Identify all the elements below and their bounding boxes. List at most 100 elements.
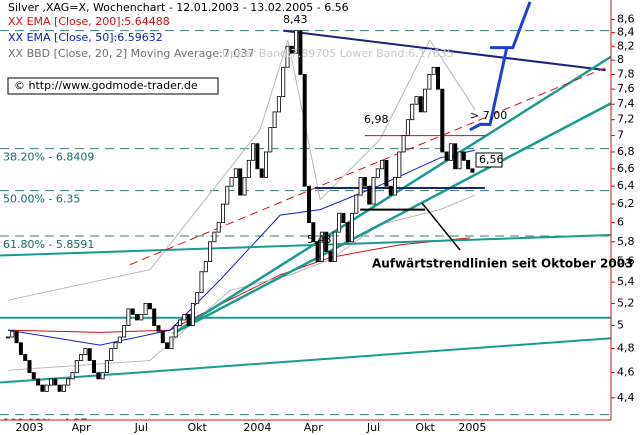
y-tick-label: 8,6 — [617, 12, 635, 25]
candle-body — [87, 348, 92, 361]
y-tick-label: 5,2 — [617, 296, 635, 309]
candle-body — [431, 66, 436, 75]
indicator-line — [7, 237, 470, 333]
y-tick-label: 4,8 — [617, 342, 635, 355]
candle-body — [358, 177, 363, 196]
candle-body — [143, 303, 148, 315]
candle-body — [27, 360, 32, 374]
y-tick-label: 4,4 — [617, 391, 635, 404]
candle-body — [233, 168, 238, 178]
candle-body — [444, 151, 449, 161]
candle-body — [126, 308, 131, 326]
y-tick-label: 6 — [617, 216, 624, 229]
candle-body — [130, 308, 135, 315]
candle-body — [268, 127, 273, 153]
y-tick-label: 7,2 — [617, 113, 635, 126]
y-tick-label: 6,8 — [617, 145, 635, 158]
x-tick-label: Jul — [366, 421, 380, 434]
y-tick-label: 7,8 — [617, 67, 635, 80]
candle-body — [319, 231, 324, 262]
price-box — [475, 152, 503, 168]
y-tick-label: 5,4 — [617, 275, 635, 288]
candle-body — [341, 212, 346, 224]
chart-title: Silver ,XAG=X, Wochenchart - 12.01.2003 … — [8, 1, 349, 14]
candle-body — [92, 360, 97, 374]
candle-body — [79, 354, 84, 361]
trend-line — [129, 67, 606, 266]
candle-body — [182, 313, 187, 321]
candle-body — [354, 194, 359, 214]
legend-entry: XX EMA [Close, 200]:5.64488 — [8, 15, 170, 28]
candle-body — [117, 336, 122, 344]
candle-body — [216, 222, 221, 233]
candle-body — [289, 45, 294, 54]
candle-body — [104, 360, 109, 374]
candle-body — [461, 151, 466, 161]
candle-body — [177, 319, 182, 326]
plot-area: 38.20% - 6.8409 50.00% - 6.35 61.80% - 5.8… — [0, 1, 611, 420]
candle-body — [375, 168, 380, 178]
candle-body — [134, 313, 139, 321]
x-tick-label: 2004 — [243, 421, 271, 434]
candle-body — [23, 354, 28, 361]
candle-body — [263, 151, 268, 178]
y-tick-label: 8 — [617, 53, 624, 66]
fib-label: 61.80% - 5.8591 — [3, 238, 94, 251]
candle-body — [208, 241, 213, 262]
candle-body — [337, 212, 342, 233]
candle-body — [49, 378, 54, 386]
candle-body — [10, 330, 15, 338]
trend-line — [469, 47, 509, 132]
candle-body — [40, 384, 45, 392]
x-tick-label: 2005 — [458, 421, 486, 434]
candle-body — [147, 303, 152, 310]
candle-body — [44, 384, 49, 392]
candle-body — [362, 177, 367, 187]
candle-body — [96, 372, 101, 380]
candle-body — [328, 251, 333, 262]
candle-body — [113, 342, 118, 350]
y-tick-label: 7,4 — [617, 97, 635, 110]
candle-body — [229, 177, 234, 187]
candle-body — [14, 330, 19, 344]
candle-body — [453, 143, 458, 170]
candle-body — [18, 342, 23, 355]
candle-body — [418, 96, 423, 113]
last-price: 6,56 — [479, 153, 504, 166]
candle-body — [53, 378, 58, 386]
candle-body — [186, 313, 191, 326]
candle-body — [83, 348, 88, 355]
candle-body — [440, 88, 445, 153]
candle-body — [160, 330, 165, 344]
labels: Silver ,XAG=X, Wochenchart - 12.01.2003 … — [7, 1, 633, 271]
y-tick-label: 6,6 — [617, 162, 635, 175]
candle-body — [332, 231, 337, 262]
trend-line — [283, 29, 606, 72]
candle-body — [272, 111, 277, 128]
candle-body — [315, 241, 320, 262]
candle-body — [238, 168, 243, 196]
candle-body — [109, 348, 114, 361]
y-tick-label: 5,6 — [617, 255, 635, 268]
candle-body — [190, 303, 195, 326]
candle-body — [251, 143, 256, 161]
candle-body — [31, 372, 36, 380]
y-tick-label: 6,4 — [617, 179, 635, 192]
candle-body — [405, 119, 410, 136]
fib-label: 50.00% - 6.35 — [3, 193, 80, 206]
y-tick-label: 8,4 — [617, 26, 635, 39]
candle-body — [203, 261, 208, 273]
y-tick-label: 8,2 — [617, 39, 635, 52]
candle-body — [427, 74, 432, 90]
y-tick-label: 5,8 — [617, 235, 635, 248]
candle-body — [220, 203, 225, 224]
x-tick-label: Okt — [415, 421, 435, 434]
trend-line — [490, 1, 532, 50]
candle-body — [57, 384, 62, 392]
candle-body — [61, 384, 66, 392]
candle-body — [302, 74, 307, 187]
candle-body — [388, 185, 393, 196]
y-tick-label: 5 — [617, 319, 624, 332]
candle-body — [470, 168, 475, 173]
